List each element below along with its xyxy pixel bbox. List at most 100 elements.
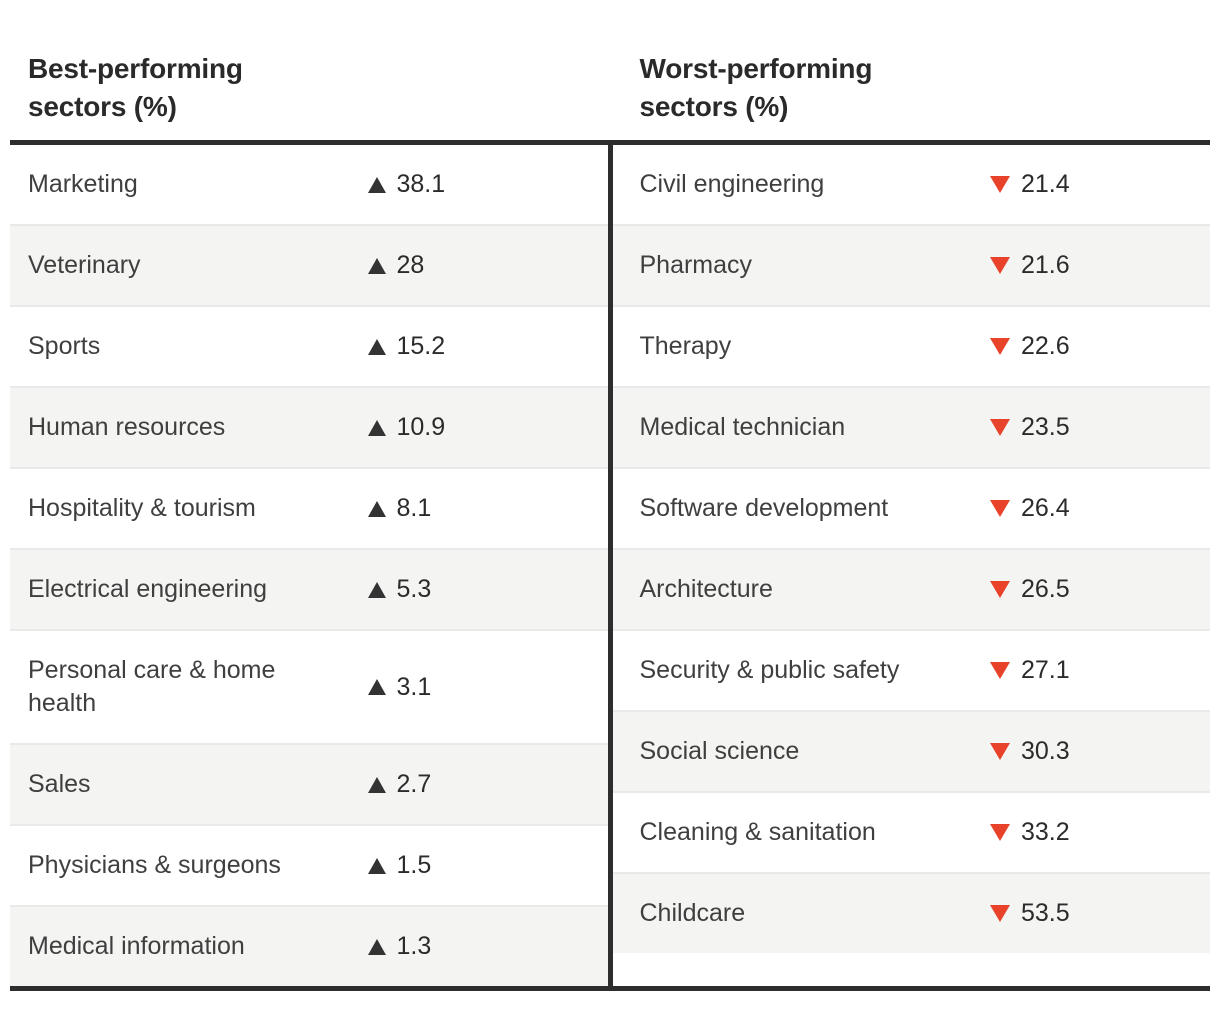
sector-value-group: 23.5 [990,411,1210,444]
best-performing-title: Best-performing sectors (%) [28,53,243,122]
table-row: Security & public safety 27.1 [612,629,1210,710]
sector-label: Medical information [28,932,245,960]
up-triangle-icon [367,500,386,517]
sector-value-group: 10.9 [367,411,608,444]
sector-value: 26.4 [1021,494,1070,522]
sector-value: 15.2 [396,332,446,360]
sector-value-group: 53.5 [990,897,1210,930]
sector-value: 10.9 [396,413,446,441]
worst-performing-title: Worst-performing sectors (%) [639,53,873,122]
sector-label: Childcare [639,899,746,927]
sector-label: Physicians & surgeons [28,851,281,879]
worst-performing-table: Civil engineering 21.4 Pharmacy 21.6 Therapy… [612,145,1210,986]
sector-label: Civil engineering [639,170,825,198]
sector-value: 2.7 [396,770,432,798]
sector-value: 27.1 [1021,656,1070,684]
panel-headers: Best-performing sectors (%) Worst-perfor… [10,50,1210,126]
up-triangle-icon [367,176,386,193]
table-row: Marketing 38.1 [10,145,608,224]
sector-label: Human resources [28,413,226,441]
table-row: Medical technician 23.5 [612,386,1210,467]
sector-value: 1.3 [396,932,432,960]
sector-value-group: 38.1 [367,168,608,201]
sector-label: Security & public safety [639,656,900,684]
sector-value: 53.5 [1021,899,1070,927]
best-performing-table: Marketing 38.1 Veterinary 28 Sports 15.2 Human… [10,145,608,986]
sector-label: Architecture [639,575,773,603]
sector-value: 26.5 [1021,575,1070,603]
table-row: Social science 30.3 [612,710,1210,791]
sector-label: Veterinary [28,251,141,279]
comparison-tables: Marketing 38.1 Veterinary 28 Sports 15.2 Human… [10,140,1210,991]
sector-value: 30.3 [1021,737,1070,765]
column-divider [607,145,613,986]
sector-label: Personal care & home health [28,656,276,717]
sector-value-group: 28 [367,249,608,282]
sector-label: Electrical engineering [28,575,268,603]
sector-label: Medical technician [639,413,846,441]
down-triangle-icon [990,257,1010,274]
up-triangle-icon [367,581,386,598]
down-triangle-icon [990,419,1010,436]
up-triangle-icon [367,857,386,874]
down-triangle-icon [990,500,1010,517]
sector-value-group: 26.5 [990,573,1210,606]
sector-value: 5.3 [396,575,432,603]
table-row: Medical information 1.3 [10,905,608,986]
table-row: Personal care & home health 3.1 [10,629,608,743]
table-row: Electrical engineering 5.3 [10,548,608,629]
sector-label: Marketing [28,170,138,198]
sector-label: Software development [639,494,889,522]
up-triangle-icon [367,679,386,695]
down-triangle-icon [990,905,1010,922]
table-row: Veterinary 28 [10,224,608,305]
sector-value-group: 21.6 [990,249,1210,282]
sector-value-group: 27.1 [990,654,1210,687]
sector-value: 23.5 [1021,413,1070,441]
sector-value-group: 33.2 [990,816,1210,849]
sector-value-group: 1.5 [367,849,608,882]
sector-value: 22.6 [1021,332,1070,360]
sector-value-group: 1.3 [367,930,608,963]
up-triangle-icon [367,257,386,274]
table-row: Architecture 26.5 [612,548,1210,629]
sector-label: Hospitality & tourism [28,494,256,522]
sector-value-group: 8.1 [367,492,608,525]
table-row: Human resources 10.9 [10,386,608,467]
up-triangle-icon [367,938,386,955]
sector-value-group: 30.3 [990,735,1210,768]
down-triangle-icon [990,581,1010,598]
table-row: Childcare 53.5 [612,872,1210,953]
table-row: Sports 15.2 [10,305,608,386]
table-row: Pharmacy 21.6 [612,224,1210,305]
sector-label: Social science [639,737,800,765]
table-row: Software development 26.4 [612,467,1210,548]
up-triangle-icon [367,338,386,355]
table-row: Physicians & surgeons 1.5 [10,824,608,905]
sector-value-group: 3.1 [367,671,608,704]
sector-value: 38.1 [396,170,446,198]
sector-label: Sports [28,332,101,360]
table-row: Therapy 22.6 [612,305,1210,386]
sector-value: 21.4 [1021,170,1070,198]
table-row: Sales 2.7 [10,743,608,824]
table-row: Hospitality & tourism 8.1 [10,467,608,548]
sector-value: 28 [396,251,425,279]
sector-value: 21.6 [1021,251,1070,279]
sector-value-group: 15.2 [367,330,608,363]
sector-label: Pharmacy [639,251,753,279]
sector-value: 3.1 [396,672,432,701]
sector-value-group: 5.3 [367,573,608,606]
sector-value: 1.5 [396,851,432,879]
up-triangle-icon [367,776,386,793]
sector-value: 8.1 [396,494,432,522]
sector-value-group: 26.4 [990,492,1210,525]
down-triangle-icon [990,743,1010,760]
sector-label: Therapy [639,332,732,360]
table-row: Civil engineering 21.4 [612,145,1210,224]
sector-value-group: 22.6 [990,330,1210,363]
table-row: Cleaning & sanitation 33.2 [612,791,1210,872]
sector-value-group: 21.4 [990,168,1210,201]
down-triangle-icon [990,176,1010,193]
down-triangle-icon [990,824,1010,841]
